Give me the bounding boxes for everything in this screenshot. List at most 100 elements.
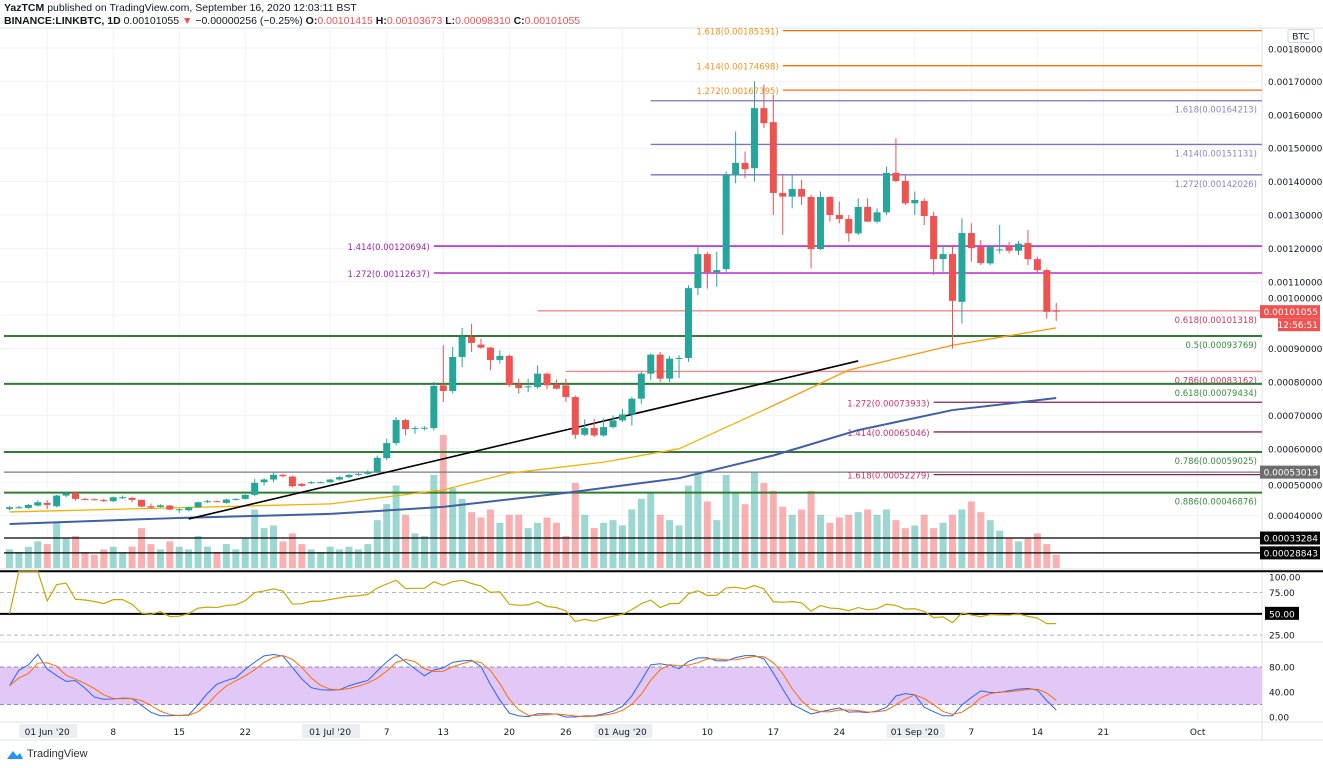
volume-bar <box>637 498 645 568</box>
candle <box>769 94 777 215</box>
volume-bar <box>798 509 806 568</box>
y-tick-label: 0.00060000 <box>1268 445 1323 455</box>
volume-bar <box>986 520 994 568</box>
volume-bar <box>647 493 655 568</box>
candle-body <box>656 354 664 379</box>
volume-bar <box>684 485 692 568</box>
volume-bar <box>373 520 381 568</box>
candle <box>543 372 551 390</box>
candle-body <box>930 216 938 260</box>
moving-average-segment <box>509 461 604 474</box>
candle-body <box>562 385 570 398</box>
moving-average-segment <box>857 409 953 432</box>
candle-body <box>1005 247 1013 251</box>
fib-level-label: 1.272(0.00112637) <box>348 270 430 280</box>
candle <box>354 472 362 476</box>
high-label: H: <box>375 15 387 27</box>
volume-bar <box>496 522 504 568</box>
volume-bar <box>618 525 626 568</box>
x-tick-label: 10 <box>702 728 714 738</box>
candle-body <box>128 497 136 500</box>
x-tick-highlight <box>302 724 361 738</box>
candle-body <box>949 254 956 301</box>
volume-bar <box>251 509 259 568</box>
moving-average-segment <box>443 472 510 491</box>
publish-info: YazTCM published on TradingView.com, Sep… <box>4 2 357 14</box>
candle <box>72 492 80 501</box>
candle-body <box>647 354 655 374</box>
fib-level-label: 1.618(0.00164213) <box>1175 106 1257 116</box>
fib-level-label: 1.272(0.00142026) <box>1175 180 1257 190</box>
volume-bar <box>750 472 758 568</box>
candle-body <box>713 270 721 273</box>
candle <box>298 482 306 487</box>
volume-bar <box>364 544 372 568</box>
volume-bar <box>873 514 881 568</box>
tradingview-logo[interactable]: TradingView <box>6 748 88 760</box>
volume-bar <box>666 520 674 568</box>
rsi-line <box>8 570 1057 625</box>
volume-bar <box>590 528 598 568</box>
candle-body <box>288 476 296 487</box>
moving-average-segment <box>773 429 859 457</box>
volume-bar <box>81 552 89 568</box>
candle-body <box>581 428 589 435</box>
volume-bar <box>336 549 344 568</box>
y-tick-label: 0.00110000 <box>1268 278 1323 288</box>
low-value: 0.00098310 <box>455 15 511 27</box>
candle <box>232 498 240 501</box>
x-tick-highlight <box>594 724 653 738</box>
candle <box>128 496 136 503</box>
candle <box>468 323 476 352</box>
candle <box>788 174 796 209</box>
y-tick-label: 0.00090000 <box>1268 345 1323 355</box>
volume-bar <box>505 514 513 568</box>
candle-body <box>486 347 494 360</box>
candle-body <box>543 373 551 386</box>
candle-body <box>138 499 146 507</box>
volume-bar <box>835 517 843 568</box>
candle <box>6 506 13 511</box>
candle-body <box>552 384 560 389</box>
currency-badge <box>1287 29 1315 43</box>
fib-level-label: 1.414(0.00120694) <box>348 243 430 253</box>
candle-body <box>24 504 32 508</box>
candle <box>666 355 674 382</box>
candle-body <box>100 499 108 501</box>
fib-level-label: 0.786(0.00083162) <box>1175 376 1257 386</box>
volume-bar <box>279 541 287 568</box>
candle <box>260 478 268 486</box>
candle-body <box>53 495 61 507</box>
candle-body <box>298 483 306 486</box>
volume-bar <box>477 517 485 568</box>
moving-average-segment <box>763 369 850 411</box>
candle-body <box>147 506 155 508</box>
candle-body <box>430 386 438 429</box>
volume-bar <box>128 546 136 568</box>
moving-average-segment <box>952 327 1057 346</box>
candle-body <box>213 501 221 503</box>
price-axis-label: 0.00101055 <box>1264 308 1318 318</box>
volume-bar <box>307 549 315 568</box>
moving-average-segment <box>179 512 331 519</box>
candle <box>458 327 466 367</box>
candle <box>581 419 589 437</box>
candle-body <box>222 499 230 503</box>
publisher-name: YazTCM <box>4 2 45 14</box>
x-tick-label: 7 <box>384 728 390 738</box>
x-tick-label: 17 <box>768 728 779 738</box>
candle-body <box>402 420 410 430</box>
moving-average-segment <box>848 344 953 371</box>
volume-bar <box>354 549 362 568</box>
moving-average-segment <box>330 505 444 515</box>
x-tick-label: 15 <box>174 728 185 738</box>
candle-body <box>675 357 683 359</box>
candle-body <box>515 385 523 389</box>
candle-body <box>496 355 504 360</box>
y-tick-label: 0.00140000 <box>1268 178 1323 188</box>
volume-bar <box>996 530 1004 568</box>
candle-body <box>364 471 372 474</box>
x-tick-label: 21 <box>1098 728 1109 738</box>
high-value: 0.00103673 <box>386 15 443 27</box>
